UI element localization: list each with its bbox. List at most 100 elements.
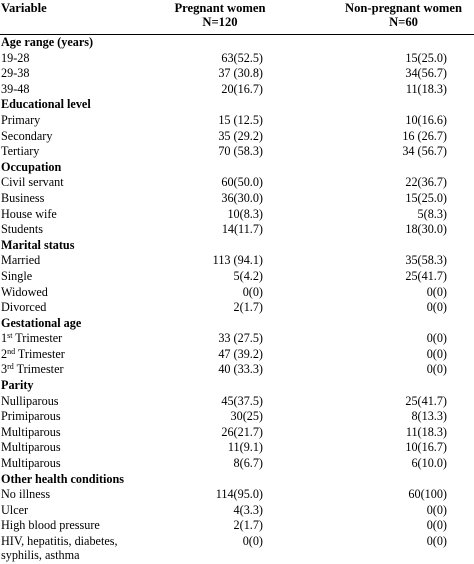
section-title: Parity <box>1 378 34 393</box>
table-row: Civil servant 60(50.0) 22(36.7) <box>0 175 474 191</box>
row-label-text: Business <box>1 190 45 205</box>
table-row: House wife 10(8.3) 5(8.3) <box>0 207 474 223</box>
table-row: Ulcer 4(3.3) 0(0) <box>0 503 474 519</box>
pregnant-value: 5(4.2) <box>233 268 263 283</box>
section-title: Educational level <box>1 97 91 112</box>
non-pregnant-value: 8(13.3) <box>411 409 447 424</box>
row-label-text: Single <box>1 268 33 283</box>
section-title: Gestational age <box>1 315 82 330</box>
row-label-text: 39-48 <box>1 81 30 96</box>
row-label: Single <box>1 269 32 285</box>
section-title: Other health conditions <box>1 471 125 486</box>
row-label: Tertiary <box>1 144 39 160</box>
non-pregnant-value: 11(18.3) <box>405 81 447 96</box>
non-pregnant-value: 0(0) <box>426 300 447 315</box>
row-label-text: Multiparous <box>1 440 61 455</box>
section-title: Age range (years) <box>1 35 94 49</box>
pregnant-value: 114(95.0) <box>215 487 263 502</box>
row-label: Multiparous <box>1 456 61 472</box>
row-label: 19-28 <box>1 51 29 67</box>
table-row: Tertiary 70 (58.3) 34 (56.7) <box>0 144 474 160</box>
section-heading: Gestational age <box>0 316 474 332</box>
table-row: Business 36(30.0) 15(25.0) <box>0 191 474 207</box>
non-pregnant-value: 0(0) <box>426 331 447 346</box>
pregnant-value: 15 (12.5) <box>218 112 263 127</box>
table-row: HIV, hepatitis, diabetes, syphilis, asth… <box>0 534 474 564</box>
row-label-text: 29-38 <box>1 66 30 81</box>
variable-column-header: Variable <box>1 1 47 15</box>
non-pregnant-value: 0(0) <box>426 518 447 533</box>
table-row: 2nd Trimester 47 (39.2) 0(0) <box>0 347 474 363</box>
row-label: Multiparous <box>1 440 61 456</box>
non-pregnant-value: 15(25.0) <box>405 50 447 65</box>
row-label-text: Divorced <box>1 300 47 315</box>
non-pregnant-value: 60(100) <box>408 487 447 502</box>
non-pregnant-value: 34 (56.7) <box>402 144 447 159</box>
table-row: Secondary 35 (29.2) 16 (26.7) <box>0 129 474 145</box>
pregnant-value: 63(52.5) <box>221 50 263 65</box>
row-label-text: Primary <box>1 112 41 127</box>
pregnant-value: 20(16.7) <box>221 81 263 96</box>
pregnant-column-n: N=120 <box>202 15 238 29</box>
pregnant-value: 2(1.7) <box>233 518 263 533</box>
section-heading: Age range (years) <box>0 35 474 51</box>
non-pregnant-value: 16 (26.7) <box>402 128 447 143</box>
pregnant-value: 0(0) <box>242 534 263 548</box>
row-label: House wife <box>1 207 57 223</box>
table-row: Multiparous 8(6.7) 6(10.0) <box>0 456 474 472</box>
non-pregnant-value: 25(41.7) <box>405 393 447 408</box>
table-row: Students 14(11.7) 18(30.0) <box>0 222 474 238</box>
row-label-text: 2 <box>1 346 8 361</box>
row-label-text: 3 <box>1 362 8 377</box>
row-label: 39-48 <box>1 82 29 98</box>
non-pregnant-value: 5(8.3) <box>417 206 447 221</box>
table-row: No illness 114(95.0) 60(100) <box>0 487 474 503</box>
row-label-text: Nulliparous <box>1 393 59 408</box>
pregnant-value: 14(11.7) <box>221 222 263 237</box>
row-label: 2nd Trimester <box>1 347 65 363</box>
non-pregnant-value: 18(30.0) <box>405 222 447 237</box>
non-pregnant-value: 35(58.3) <box>405 253 447 268</box>
row-label: Secondary <box>1 129 52 145</box>
row-label-text: Married <box>1 253 41 268</box>
non-pregnant-value: 0(0) <box>426 284 447 299</box>
row-label-text: 19-28 <box>1 50 30 65</box>
non-pregnant-column-header: Non-pregnant women N=60 <box>333 1 474 29</box>
table-row: 3rd Trimester 40 (33.3) 0(0) <box>0 362 474 378</box>
row-label-text: Students <box>1 222 43 237</box>
row-label-text: Ulcer <box>1 502 29 517</box>
table-row: 29-38 37 (30.8) 34(56.7) <box>0 66 474 82</box>
row-label: Married <box>1 253 40 269</box>
row-label: Widowed <box>1 285 48 301</box>
pregnant-value: 2(1.7) <box>233 300 263 315</box>
row-label-text: HIV, hepatitis, diabetes, syphilis, asth… <box>1 534 118 563</box>
row-label-text: Civil servant <box>1 175 64 190</box>
pregnant-column-title: Pregnant women <box>174 1 266 15</box>
pregnant-value: 8(6.7) <box>233 456 263 471</box>
row-label: Primiparous <box>1 409 61 425</box>
table-row: Primary 15 (12.5) 10(16.6) <box>0 113 474 129</box>
row-label: Civil servant <box>1 175 64 191</box>
section-heading: Marital status <box>0 238 474 254</box>
pregnant-column-header: Pregnant women N=120 <box>150 1 290 29</box>
row-label: High blood pressure <box>1 518 100 534</box>
pregnant-value: 47 (39.2) <box>218 346 263 361</box>
non-pregnant-value: 0(0) <box>426 502 447 517</box>
non-pregnant-value: 34(56.7) <box>405 66 447 81</box>
pregnant-value: 70 (58.3) <box>218 144 263 159</box>
non-pregnant-value: 10(16.6) <box>405 112 447 127</box>
table-body: Age range (years) 19-28 63(52.5) 15(25.0) 29… <box>0 35 474 564</box>
section-title: Occupation <box>1 159 62 174</box>
non-pregnant-value: 0(0) <box>426 346 447 361</box>
pregnant-value: 45(37.5) <box>221 393 263 408</box>
row-label-text: 1 <box>1 331 8 346</box>
row-label: Students <box>1 222 43 238</box>
row-label: Nulliparous <box>1 394 59 410</box>
non-pregnant-value: 11(18.3) <box>405 424 447 439</box>
pregnant-value: 11(9.1) <box>227 440 263 455</box>
table-row: Primiparous 30(25) 8(13.3) <box>0 409 474 425</box>
pregnant-value: 0(0) <box>242 284 263 299</box>
pregnant-value: 37 (30.8) <box>218 66 263 81</box>
pregnant-value: 33 (27.5) <box>218 331 263 346</box>
